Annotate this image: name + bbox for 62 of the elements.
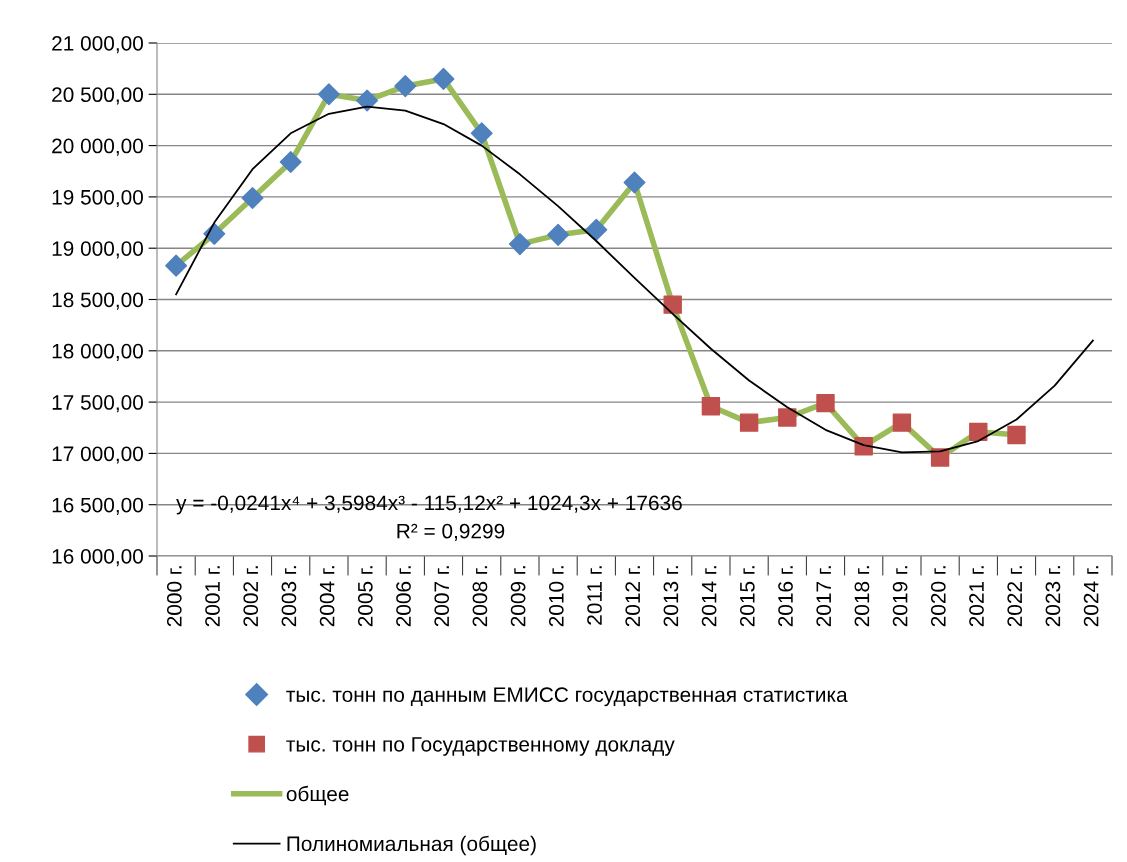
x-tick-label: 2016 г. [778,566,793,627]
x-tick-label: 2017 г. [816,566,832,627]
x-tick-label: 2006 г. [396,566,411,627]
x-tick-label: 2013 г. [663,566,679,627]
point [394,75,417,98]
x-tick-label: 2018 г. [854,566,870,627]
point [432,67,455,90]
x-tick-label: 2012 г. [625,566,641,627]
x-tick-label: 2010 г. [548,566,564,627]
point [663,295,682,314]
y-tick-label: 17 000,00 [52,446,143,464]
legend-label: тыс. тонн по данным ЕМИСС государственная статистика [286,687,848,707]
annotation: R² = 0,9299 [397,523,505,541]
point [623,171,646,194]
x-tick-label: 2015 г. [739,566,755,627]
point [508,233,531,256]
x-tick-label: 2007 г. [434,566,450,627]
x-tick-label: 2000 г. [166,566,182,627]
y-tick-label: 20 000,00 [52,138,143,156]
x-tick-label: 2009 г. [510,566,526,627]
point [279,151,302,174]
x-tick-label: 2001 г. [205,566,220,627]
x-tick-label: 2020 г. [930,566,946,627]
point [892,413,912,432]
y-tick-label: 19 500,00 [52,189,143,208]
point [470,122,493,145]
x-tick-label: 2004 г. [319,566,335,627]
x-tick-label: 2008 г. [472,566,488,627]
y-tick-label: 16 000,00 [52,549,143,567]
legend-label: Полиномиальная (общее) [287,835,536,856]
x-tick-label: 2021 г. [969,566,984,627]
y-tick-label: 16 500,00 [52,497,143,515]
x-tick-label: 2022 г. [1007,566,1023,627]
annotation: y = -0,0241x⁴ + 3,5984x³ - 115,12x² + 1024,3x + 17636 [176,495,682,515]
y-tick-label: 18 000,00 [52,343,143,362]
x-tick-label: 2019 г. [892,566,908,627]
point [701,397,721,416]
y-tick-label: 20 500,00 [52,87,143,105]
y-tick-label: 21 000,00 [52,36,143,54]
point [241,186,264,209]
point [165,254,188,277]
x-tick-label: 2023 г. [1045,566,1061,627]
x-tick-label: 2005 г. [357,566,373,627]
x-tick-label: 2024 г. [1083,566,1099,627]
point [547,223,570,246]
point [816,393,835,413]
x-tick-label: 2011 г. [587,566,602,625]
y-tick-label: 17 500,00 [52,395,143,413]
point [317,83,340,106]
point [930,448,950,467]
x-tick-label: 2003 г. [281,566,297,627]
legend-label: тыс. тонн по Государственному докладу [286,737,675,756]
x-tick-label: 2014 г. [701,566,717,627]
point [969,422,988,442]
point [778,408,797,427]
x-tick-label: 2002 г. [243,566,259,627]
legend-label: общее [286,785,349,806]
point [1007,425,1026,445]
point [585,218,608,241]
y-tick-label: 18 500,00 [52,292,143,310]
y-tick-label: 19 000,00 [52,241,143,259]
point [739,413,759,432]
